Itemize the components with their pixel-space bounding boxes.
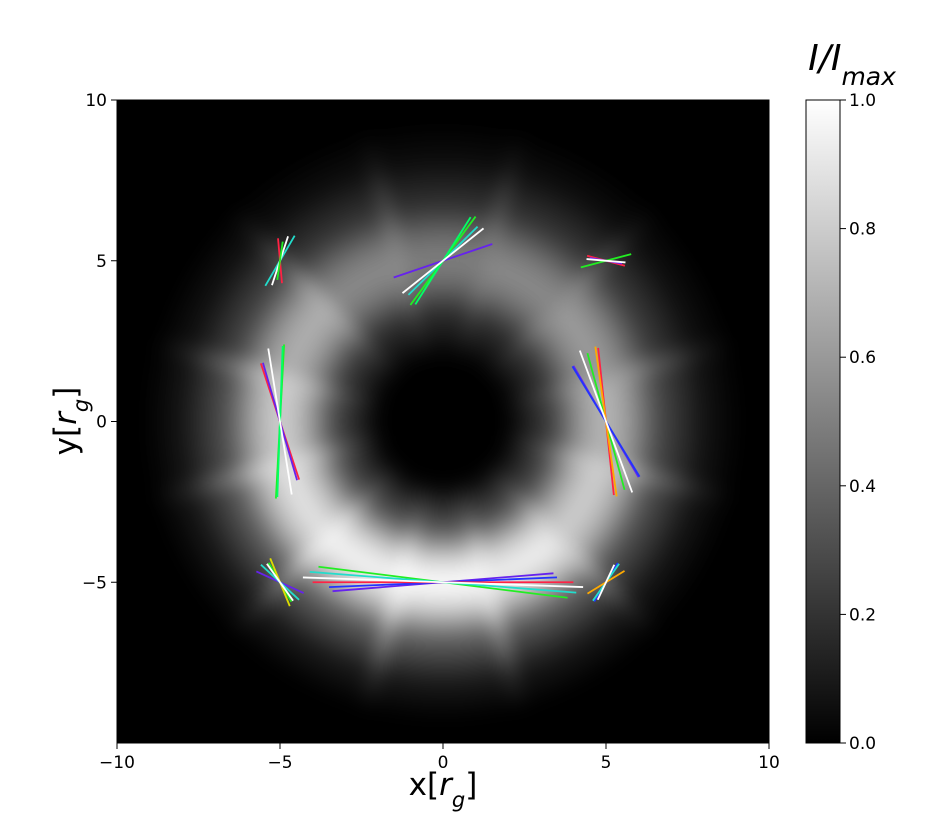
label-part: ]: [465, 767, 477, 803]
x-axis-label: x[rg]: [409, 767, 478, 812]
ring-sector: [226, 131, 443, 422]
ring-sector: [358, 421, 528, 720]
polarization-tick: [596, 564, 616, 601]
polarization-tick: [302, 576, 584, 588]
title-part: max: [841, 62, 896, 91]
ring-sector: [153, 421, 443, 638]
polarization-tick: [578, 350, 634, 493]
colorbar-tick-label: 0.2: [849, 605, 876, 625]
label-part: ]: [48, 387, 84, 399]
x-tick-label: −10: [99, 753, 135, 773]
polarization-tick: [266, 563, 294, 602]
colorbar-title: I/Imax: [808, 38, 896, 91]
label-part: r: [439, 767, 454, 803]
polarization-tick: [267, 348, 293, 495]
colorbar-tick-label: 0.4: [849, 477, 876, 497]
ring-glow: [145, 123, 741, 720]
colorbar-tick-label: 1.0: [849, 91, 876, 111]
ring-image: [145, 123, 741, 720]
y-tick-label: 5: [96, 252, 107, 272]
ring-sector: [443, 336, 741, 507]
colorbar-tick-label: 0.8: [849, 220, 876, 240]
polarization-tick: [586, 258, 626, 264]
y-tick-label: 10: [85, 91, 107, 111]
colorbar-tick-label: 0.6: [849, 348, 876, 368]
y-tick-label: −5: [82, 573, 107, 593]
ring-sector: [443, 421, 733, 638]
label-part: g: [452, 788, 465, 812]
label-part: y[: [48, 425, 84, 455]
label-part: g: [69, 399, 93, 412]
ring-sector: [145, 336, 443, 507]
y-tick-label: 0: [96, 413, 107, 433]
title-part: I/I: [808, 38, 841, 79]
polarization-tick: [401, 227, 485, 294]
colorbar: [805, 99, 841, 744]
ring-sector: [358, 123, 528, 422]
ring-sector: [443, 421, 660, 712]
polarization-ticks: [255, 215, 641, 607]
x-tick-label: −5: [267, 753, 292, 773]
x-tick-label: 5: [601, 753, 612, 773]
x-tick-label: 0: [438, 753, 449, 773]
x-tick-label: 10: [758, 753, 780, 773]
label-part: r: [48, 410, 84, 425]
colorbar-tick-label: 0.0: [849, 734, 876, 754]
polarization-tick: [276, 241, 284, 280]
ring-sector: [443, 205, 733, 422]
y-axis-label: y[rg]: [48, 387, 93, 456]
label-part: x[: [409, 767, 439, 803]
